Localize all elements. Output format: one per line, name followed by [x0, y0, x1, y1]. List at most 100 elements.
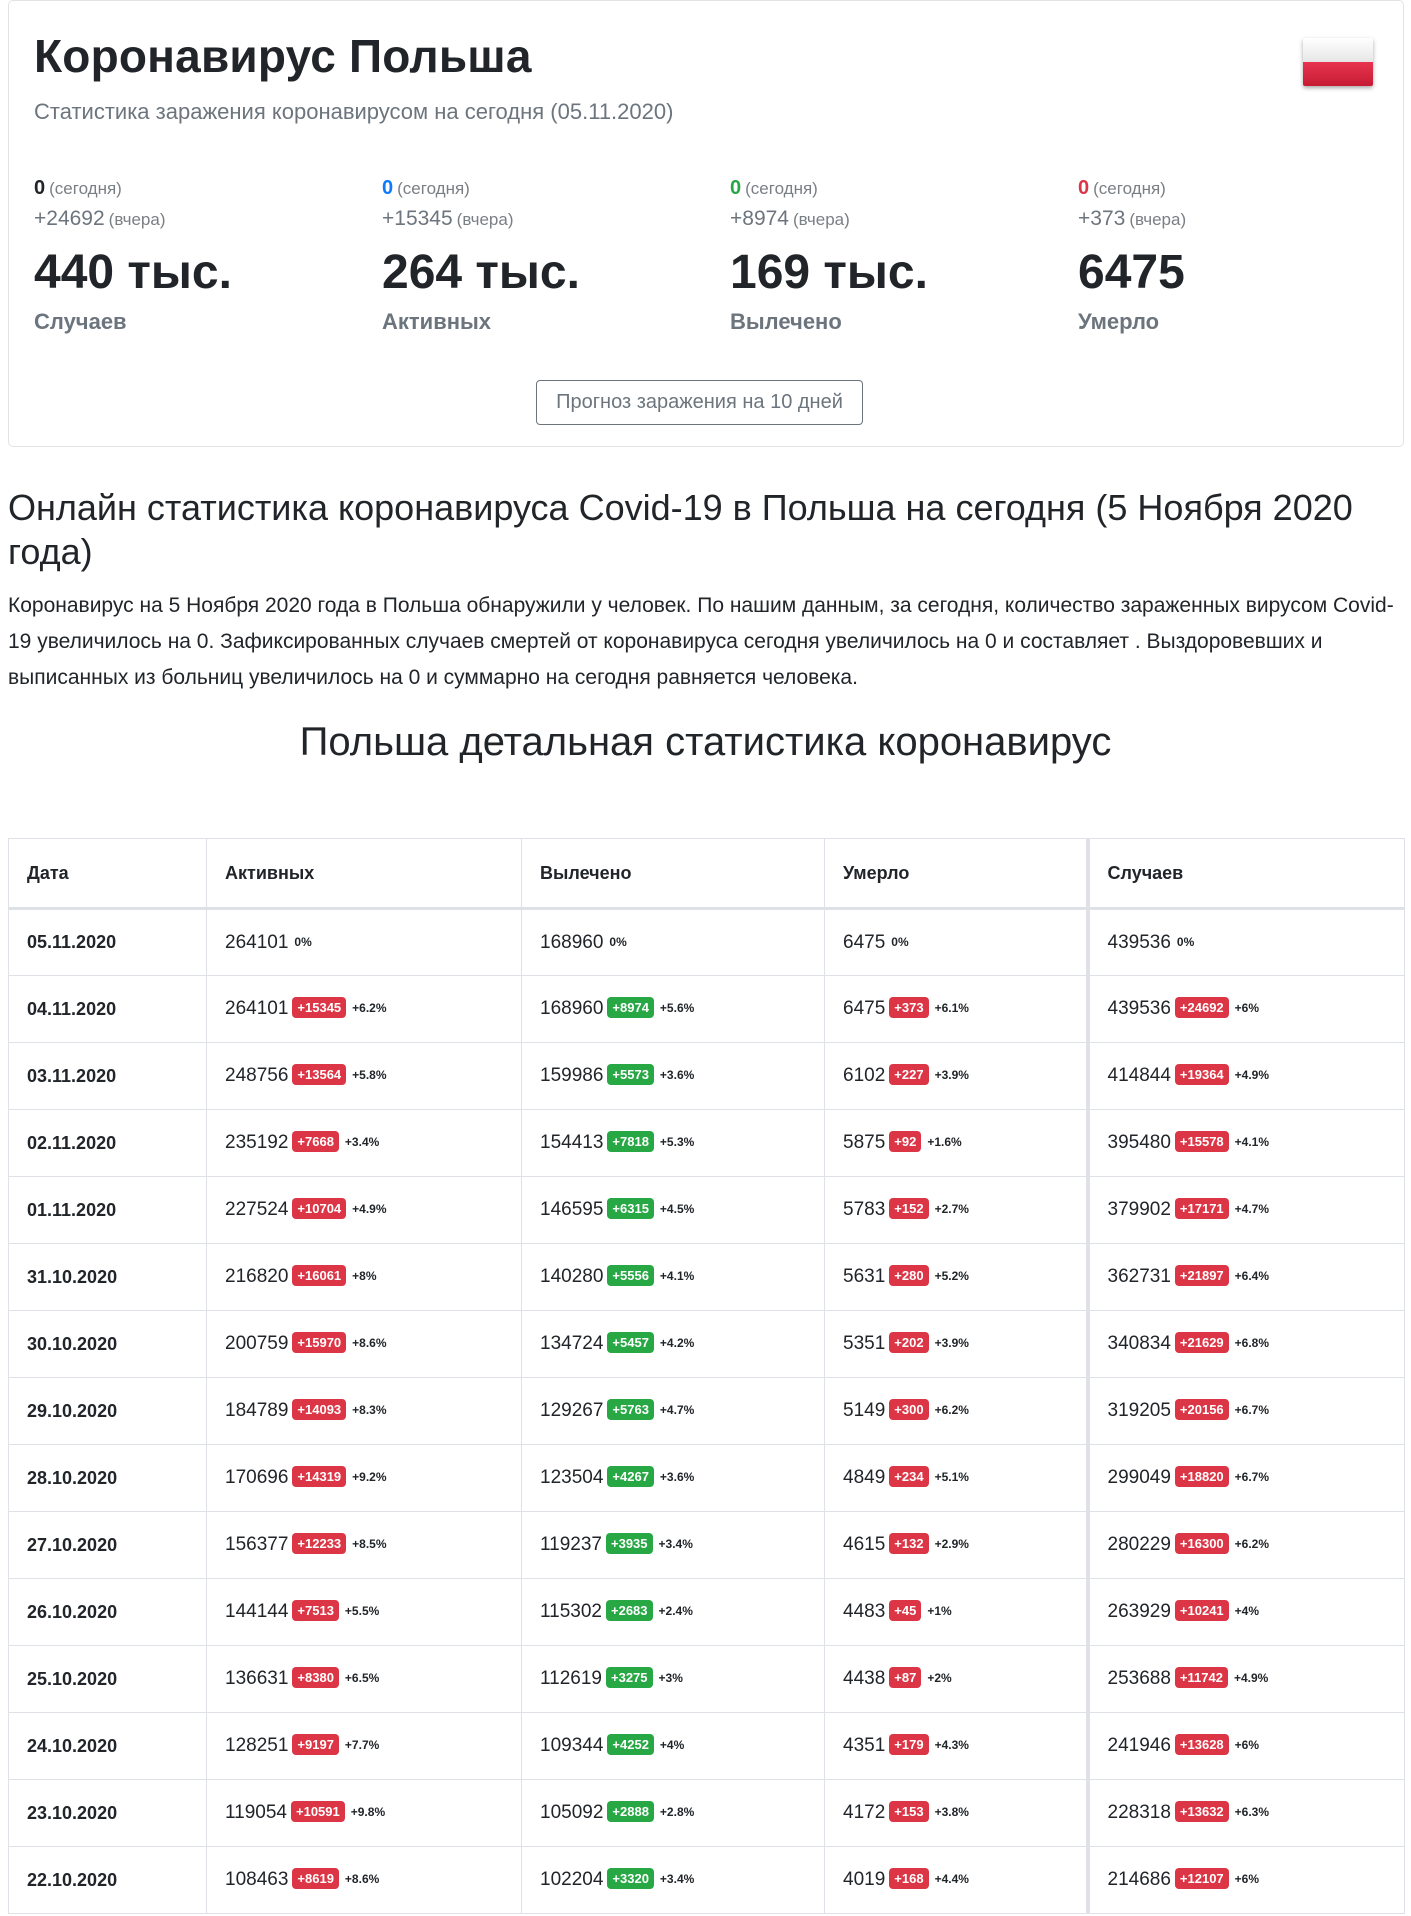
percent-change: +4.1%: [1234, 1135, 1270, 1149]
percent-change: +3.6%: [659, 1470, 695, 1484]
table-row: 01.11.2020 227524 +10704 +4.9% 146595 +6315 +4…: [8, 1176, 1405, 1244]
delta-badge: +152: [889, 1198, 929, 1219]
percent-change: 0%: [1176, 934, 1195, 949]
percent-change: +2.4%: [658, 1604, 693, 1618]
stat-total-value: 264 тыс.: [382, 246, 580, 299]
cell-date: 05.11.2020: [8, 908, 207, 976]
delta-badge: +21897: [1174, 1265, 1229, 1286]
percent-change: +5.8%: [352, 1068, 387, 1082]
percent-change: +9.2%: [352, 1470, 387, 1484]
cell-date: 04.11.2020: [8, 975, 207, 1043]
delta-badge: +7668: [292, 1131, 339, 1152]
cell-cases: 414844 +19364 +4.9%: [1085, 1042, 1405, 1110]
delta-badge: +8619: [292, 1868, 339, 1889]
cell-recovered: 168960 +8974 +5.6%: [521, 975, 825, 1043]
cell-died: 4172 +153 +3.8%: [824, 1779, 1088, 1847]
header-date: Дата: [8, 838, 207, 910]
cell-value: 128251: [225, 1735, 289, 1756]
delta-badge: +13628: [1174, 1734, 1229, 1755]
cell-cases: 362731 +21897 +6.4%: [1085, 1243, 1405, 1311]
delta-badge: +16300: [1174, 1533, 1229, 1554]
cell-died: 6475 +373 +6.1%: [824, 975, 1088, 1043]
cell-recovered: 134724 +5457 +4.2%: [521, 1310, 825, 1378]
delta-badge: +13632: [1174, 1801, 1229, 1822]
cell-value: 159986: [540, 1065, 604, 1086]
cell-date: 28.10.2020: [8, 1444, 207, 1512]
delta-badge: +8974: [607, 997, 654, 1018]
delta-badge: +5763: [607, 1399, 654, 1420]
delta-badge: +5457: [607, 1332, 654, 1353]
percent-change: +1.6%: [927, 1135, 962, 1149]
cell-value: 5783: [843, 1199, 886, 1220]
cell-value: 395480: [1107, 1132, 1171, 1153]
delta-badge: +168: [889, 1868, 929, 1889]
delta-badge: +4252: [607, 1734, 654, 1755]
cell-value: 156377: [225, 1534, 289, 1555]
stat-active: 0 (сегодня) +15345 (вчера) 264 тыс. Активн…: [382, 177, 702, 335]
percent-change: 0%: [294, 934, 312, 949]
table-row: 25.10.2020 136631 +8380 +6.5% 112619 +3275 +3%…: [8, 1645, 1405, 1713]
delta-badge: +92: [889, 1131, 922, 1152]
cell-value: 144144: [225, 1601, 289, 1622]
delta-badge: +3275: [606, 1667, 653, 1688]
cell-recovered: 102204 +3320 +3.4%: [521, 1846, 825, 1914]
cell-active: 264101 0%: [206, 908, 522, 976]
delta-badge: +18820: [1174, 1466, 1229, 1487]
delta-badge: +16061: [292, 1265, 347, 1286]
forecast-button[interactable]: Прогноз заражения на 10 дней: [536, 380, 863, 425]
percent-change: +3%: [658, 1671, 683, 1685]
cell-value: 319205: [1107, 1400, 1171, 1421]
stat-today-value: 0: [730, 177, 742, 199]
cell-value: 263929: [1107, 1601, 1171, 1622]
percent-change: +5.1%: [934, 1470, 969, 1484]
cell-value: 115302: [540, 1601, 602, 1622]
cell-value: 134724: [540, 1333, 604, 1354]
stat-total-value: 6475: [1078, 246, 1185, 299]
cell-cases: 340834 +21629 +6.8%: [1085, 1310, 1405, 1378]
delta-badge: +227: [889, 1064, 929, 1085]
cell-recovered: 129267 +5763 +4.7%: [521, 1377, 825, 1445]
cell-active: 227524 +10704 +4.9%: [206, 1176, 522, 1244]
cell-active: 144144 +7513 +5.5%: [206, 1578, 522, 1646]
cell-value: 108463: [225, 1869, 289, 1890]
cell-died: 5875 +92 +1.6%: [824, 1109, 1088, 1177]
section-title: Онлайн статистика коронавируса Covid-19 …: [8, 487, 1353, 572]
percent-change: +4.1%: [659, 1269, 695, 1283]
cell-value: 168960: [540, 931, 604, 953]
delta-badge: +153: [889, 1801, 929, 1822]
delta-badge: +3935: [606, 1533, 653, 1554]
percent-change: +3.4%: [344, 1135, 380, 1149]
delta-badge: +11742: [1174, 1667, 1228, 1688]
stat-total-value: 440 тыс.: [34, 246, 232, 299]
cell-value: 4483: [843, 1601, 886, 1622]
cell-recovered: 140280 +5556 +4.1%: [521, 1243, 825, 1311]
cell-value: 228318: [1107, 1802, 1171, 1823]
header-active: Активных: [206, 838, 522, 910]
cell-died: 6475 0%: [824, 908, 1088, 976]
stat-yesterday-label: (вчера): [1129, 210, 1187, 229]
header-died: Умерло: [824, 838, 1088, 910]
cell-cases: 299049 +18820 +6.7%: [1085, 1444, 1405, 1512]
cell-date: 02.11.2020: [8, 1109, 207, 1177]
delta-badge: +280: [889, 1265, 929, 1286]
cell-active: 170696 +14319 +9.2%: [206, 1444, 522, 1512]
cell-value: 227524: [225, 1199, 289, 1220]
cell-active: 156377 +12233 +8.5%: [206, 1511, 522, 1579]
delta-badge: +2683: [606, 1600, 653, 1621]
cell-active: 216820 +16061 +8%: [206, 1243, 522, 1311]
delta-badge: +3320: [607, 1868, 654, 1889]
cell-date: 26.10.2020: [8, 1578, 207, 1646]
delta-badge: +8380: [292, 1667, 339, 1688]
percent-change: +8.6%: [352, 1336, 387, 1350]
cell-value: 264101: [225, 931, 289, 953]
stat-name: Случаев: [34, 309, 127, 334]
stat-yesterday-label: (вчера): [456, 210, 514, 229]
cell-value: 4019: [843, 1869, 886, 1890]
percent-change: +4.9%: [1233, 1671, 1269, 1685]
cell-recovered: 112619 +3275 +3%: [521, 1645, 825, 1713]
cell-value: 5875: [843, 1132, 886, 1153]
percent-change: +3.6%: [659, 1068, 695, 1082]
percent-change: +6.7%: [1234, 1470, 1270, 1484]
cell-date: 24.10.2020: [8, 1712, 207, 1780]
cell-value: 4351: [843, 1735, 886, 1756]
